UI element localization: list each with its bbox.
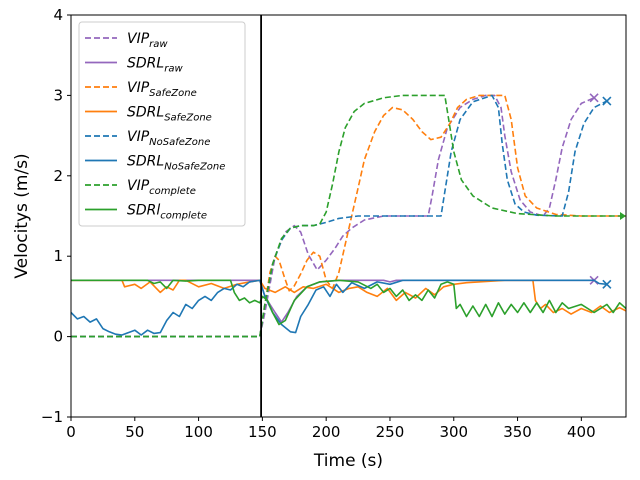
end-marker-vip-complete (620, 212, 626, 220)
legend-item: VIPcomplete (85, 178, 196, 197)
x-tick-label: 300 (439, 423, 468, 441)
legend-item: VIPraw (85, 31, 168, 50)
y-tick-label: 4 (53, 6, 63, 24)
legend-label: SDRLSafeZone (127, 105, 212, 124)
legend-item: SDRlcomplete (85, 203, 207, 222)
legend-box (78, 21, 246, 227)
legend-label: VIPNoSafeZone (127, 129, 210, 148)
legend-label: SDRLNoSafeZone (127, 154, 225, 173)
legend-label: VIPcomplete (127, 178, 196, 197)
x-tick-label: 100 (184, 423, 213, 441)
x-tick-label: 0 (66, 423, 76, 441)
y-tick-label: 0 (53, 328, 63, 346)
y-tick-label: 1 (53, 247, 63, 265)
legend-item: VIPNoSafeZone (85, 129, 210, 148)
legend-item: SDRLNoSafeZone (85, 154, 225, 173)
legend-label: SDRLraw (127, 56, 183, 75)
series-line-vip-complete (71, 94, 626, 338)
legend-item: SDRLraw (85, 56, 183, 75)
y-axis-label: Velocitys (m/s) (12, 153, 32, 278)
x-tick-label: 250 (376, 423, 405, 441)
y-tick-label: −1 (41, 408, 63, 426)
legend-item: SDRLSafeZone (85, 105, 212, 124)
end-marker-vip-nosafezone (602, 96, 612, 106)
legend-label: VIPraw (127, 31, 168, 50)
legend-item: VIPSafeZone (85, 80, 197, 99)
plot-frame (70, 14, 627, 418)
series-line-sdrl-nosafezone (70, 279, 607, 336)
x-tick-label: 150 (248, 423, 277, 441)
x-tick-label: 400 (567, 423, 596, 441)
x-tick-label: 200 (312, 423, 341, 441)
x-tick-label: 350 (503, 423, 532, 441)
end-marker-sdrl-nosafezone (602, 279, 612, 289)
y-tick-label: 2 (53, 167, 63, 185)
end-marker-vip-raw (589, 93, 599, 103)
series-lines (70, 93, 627, 338)
legend-label: VIPSafeZone (127, 80, 197, 99)
series-line-vip-raw (71, 94, 595, 338)
y-tick-label: 3 (53, 86, 63, 104)
x-tick-label: 50 (125, 423, 144, 441)
legend: VIPraw SDRLraw VIPSafeZone SDRLSafeZone VIPN… (78, 21, 246, 227)
series-line-sdrl-complete (71, 279, 627, 326)
legend-label: SDRlcomplete (127, 203, 207, 222)
series-line-sdrl-safezone (71, 279, 627, 315)
series-line-vip-safezone (71, 94, 626, 338)
x-axis-label: Time (s) (313, 451, 383, 471)
